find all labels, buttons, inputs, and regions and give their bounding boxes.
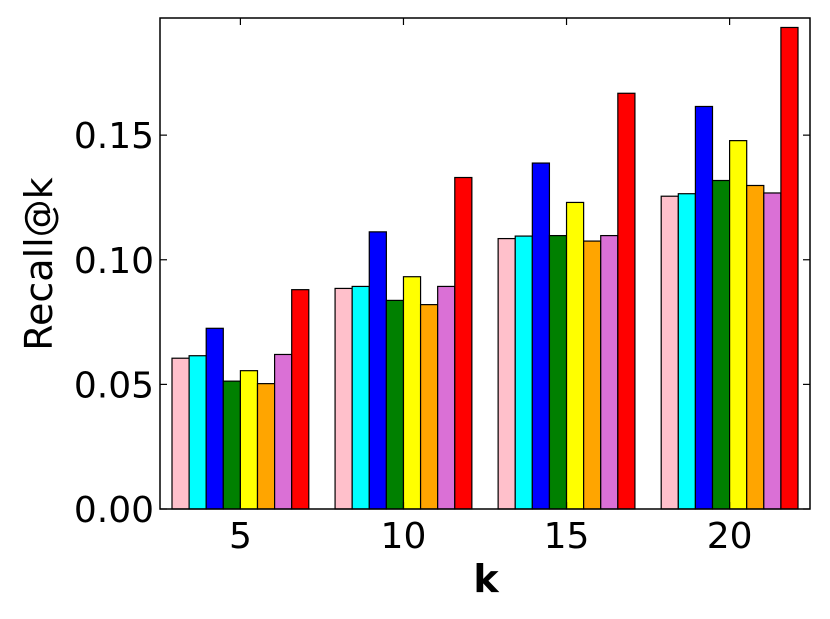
bar-k5-series-3 xyxy=(205,327,224,510)
bar-k15-series-5 xyxy=(565,201,585,510)
bar-k5-series-5 xyxy=(239,370,259,510)
bar-k15-series-4 xyxy=(548,234,568,510)
bar-k20-series-1 xyxy=(660,195,679,510)
bar-k5-series-7 xyxy=(274,353,293,510)
y-tick-label: 0.05 xyxy=(74,365,154,406)
bar-k10-series-1 xyxy=(334,287,353,510)
x-tick-label: 20 xyxy=(707,516,753,557)
y-tick-label: 0.10 xyxy=(74,241,154,282)
y-tick-label: 0.00 xyxy=(74,490,154,531)
x-axis-label: k xyxy=(473,557,499,601)
bar-k5-series-4 xyxy=(222,380,242,510)
bar-k15-series-7 xyxy=(600,234,619,510)
bar-k10-series-3 xyxy=(368,231,387,510)
bar-k15-series-2 xyxy=(514,235,533,510)
y-axis: 0.00 0.05 0.10 0.15 xyxy=(74,116,810,531)
bar-k20-series-3 xyxy=(694,105,714,510)
bar-k5-series-1 xyxy=(171,357,190,510)
bar-k10-series-6 xyxy=(419,304,439,510)
bar-k10-series-7 xyxy=(437,285,456,510)
plot-frame xyxy=(159,17,811,510)
x-tick-label: 5 xyxy=(229,516,252,557)
bar-k5-series-2 xyxy=(188,355,207,510)
bar-k10-series-5 xyxy=(402,276,422,510)
bar-k20-series-5 xyxy=(728,140,748,510)
bar-k10-series-8 xyxy=(454,176,473,510)
bar-k20-series-7 xyxy=(763,192,782,510)
bar-k20-series-6 xyxy=(746,184,765,510)
x-axis: 5 10 15 20 xyxy=(229,18,753,557)
bars-group xyxy=(171,26,799,510)
y-tick-label: 0.15 xyxy=(74,116,154,157)
bar-k10-series-2 xyxy=(351,285,370,510)
bar-k20-series-4 xyxy=(711,179,731,510)
bar-k10-series-4 xyxy=(385,299,405,510)
x-tick-label: 15 xyxy=(544,516,590,557)
bar-k15-series-6 xyxy=(583,240,602,510)
bar-k15-series-1 xyxy=(497,237,516,510)
bar-k20-series-8 xyxy=(780,26,799,510)
bar-k15-series-3 xyxy=(531,162,551,510)
bar-k20-series-2 xyxy=(677,193,696,510)
bar-k5-series-8 xyxy=(291,289,310,510)
y-axis-label: Recall@k xyxy=(17,177,61,350)
x-tick-label: 10 xyxy=(381,516,427,557)
bar-k15-series-8 xyxy=(617,92,636,510)
bar-k5-series-6 xyxy=(256,383,276,510)
